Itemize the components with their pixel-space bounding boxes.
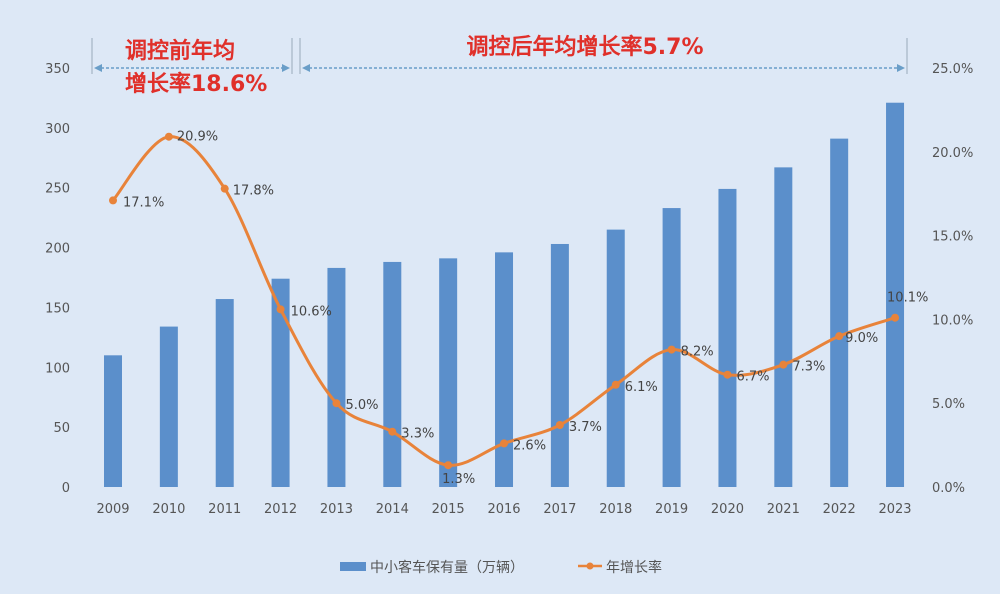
growth-rate-point-2022 [835,332,844,341]
left-axis-tick-label: 150 [45,301,70,316]
x-axis-tick-label: 2020 [711,502,744,517]
bar-2009 [104,355,122,487]
x-axis-tick-label: 2015 [432,502,465,517]
legend-line-marker [586,562,594,570]
x-axis-tick-label: 2010 [152,502,185,517]
growth-rate-point-2014 [388,427,397,436]
growth-rate-point-2010 [164,132,173,141]
x-axis-tick-label: 2023 [878,502,911,517]
legend: 中小客车保有量（万辆） 年增长率 [340,559,662,576]
growth-rate-point-2018 [611,380,620,389]
legend-bar-swatch [340,562,366,571]
legend-line-label: 年增长率 [606,559,662,576]
bar-2010 [159,326,178,487]
x-axis-tick-label: 2018 [599,502,632,517]
growth-rate-data-label: 7.3% [792,360,825,375]
bar-2012 [271,278,290,487]
left-axis-tick-label: 50 [53,421,70,436]
growth-rate-point-2017 [555,420,564,429]
growth-rate-point-2013 [332,399,341,408]
bar-2015 [439,258,458,487]
x-axis-tick-label: 2009 [96,502,129,517]
x-axis-tick-label: 2019 [655,502,688,517]
x-axis-tick-label: 2017 [543,502,576,517]
growth-rate-point-2021 [779,360,788,369]
growth-rate-data-label: 5.0% [345,398,378,413]
growth-rate-data-label: 3.7% [569,420,602,435]
growth-rate-point-2015 [444,461,453,470]
growth-rate-data-label: 6.1% [625,380,658,395]
bar-2014 [383,261,402,487]
growth-rate-data-label: 10.6% [291,304,332,319]
annotation-before-line2: 增长率18.6% [125,71,267,97]
growth-rate-data-label: 10.1% [887,291,928,306]
right-axis-tick-label: 25.0% [932,62,973,77]
left-axis-tick-label: 300 [45,122,70,137]
annotation-after: 调控后年均增长率5.7% [466,34,703,60]
left-axis-tick-label: 100 [45,361,70,376]
left-axis-tick-label: 350 [45,62,70,77]
right-axis-tick-label: 15.0% [932,230,973,245]
left-axis-tick-label: 0 [62,481,70,496]
growth-rate-data-label: 6.7% [736,370,769,385]
bar-2013 [327,267,346,487]
annotations: 调控前年均 增长率18.6% 调控后年均增长率5.7% [91,34,908,97]
growth-rate-data-label: 17.8% [233,184,274,199]
growth-rate-data-label: 3.3% [401,427,434,442]
x-axis-tick-label: 2016 [487,502,520,517]
x-axis-tick-label: 2022 [823,502,856,517]
left-axis-tick-label: 250 [45,182,70,197]
annotation-before-line1: 调控前年均 [125,38,235,64]
bar-2018 [606,229,625,487]
growth-rate-point-2019 [667,345,676,354]
bar-2020 [718,188,737,487]
growth-rate-data-label: 1.3% [442,472,475,487]
x-axis-tick-label: 2013 [320,502,353,517]
growth-rate-data-label: 8.2% [681,345,714,360]
legend-bar-label: 中小客车保有量（万辆） [370,559,524,576]
growth-rate-line [111,135,896,467]
x-axis-tick-label: 2021 [767,502,800,517]
growth-rate-data-label: 17.1% [123,195,164,210]
right-axis-tick-label: 0.0% [932,481,965,496]
bar-2022 [830,138,849,488]
growth-rate-point-2011 [220,184,229,193]
growth-rate-data-label: 2.6% [513,438,546,453]
growth-rate-data-label: 9.0% [845,331,878,346]
bar-2017 [550,243,569,487]
right-axis-tick-label: 5.0% [932,397,965,412]
bar-2016 [495,252,514,487]
bar-2023 [886,102,905,488]
x-axis-tick-label: 2011 [208,502,241,517]
growth-rate-point-2016 [500,439,509,448]
right-axis-tick-label: 10.0% [932,313,973,328]
bar-2021 [774,167,793,487]
growth-rate-point-2012 [276,305,285,314]
growth-rate-point-2009 [109,196,117,205]
x-axis-tick-label: 2014 [376,502,409,517]
growth-rate-point-2020 [723,370,732,379]
left-axis-tick-label: 200 [45,242,70,257]
growth-rate-data-label: 20.9% [177,130,218,145]
x-axis-tick-label: 2012 [264,502,297,517]
bar-2011 [215,299,234,487]
growth-rate-point-2023 [891,313,900,322]
right-axis-tick-label: 20.0% [932,146,973,161]
